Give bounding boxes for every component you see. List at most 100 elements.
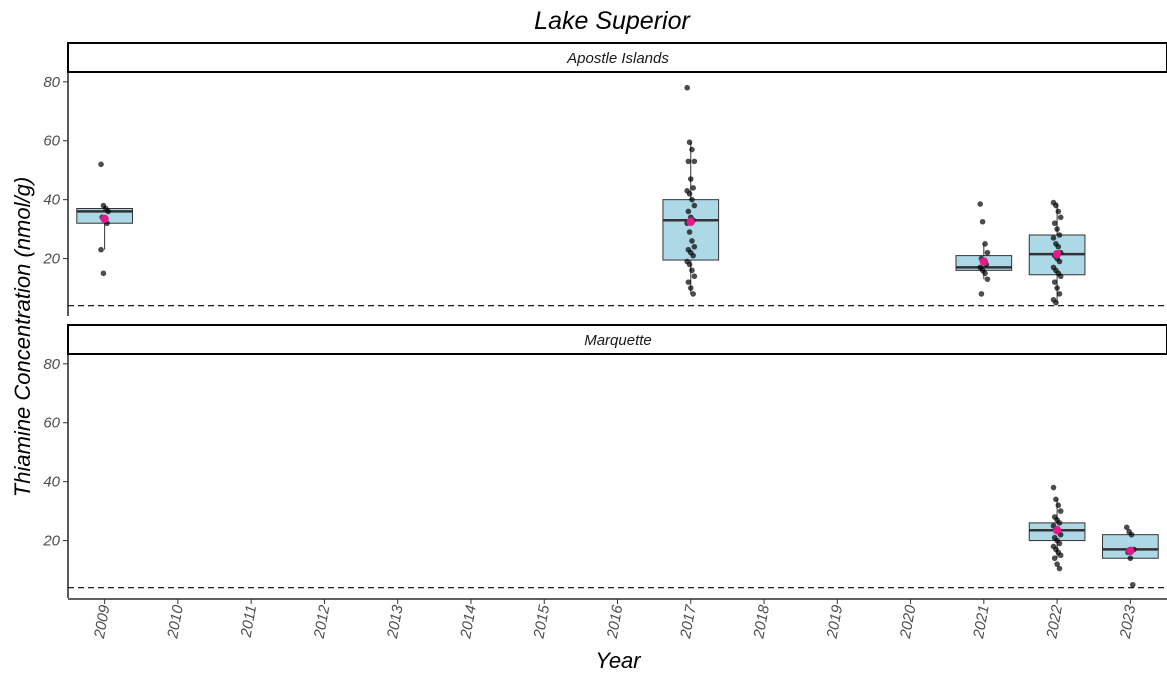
chart-title: Lake Superior	[534, 7, 691, 35]
data-point	[1129, 581, 1136, 588]
data-point	[1054, 226, 1060, 232]
data-point	[689, 267, 695, 274]
data-point	[1056, 520, 1063, 526]
data-point	[691, 243, 698, 250]
mean-point	[1126, 546, 1135, 556]
data-point	[687, 285, 694, 291]
facet-plot-area: 20 40 60 80	[42, 73, 1167, 316]
x-tick-label: 2012	[311, 603, 334, 640]
x-tick-label: 2011	[238, 604, 261, 640]
x-tick-label: 2022	[1043, 603, 1066, 640]
mean-point	[1052, 526, 1062, 535]
data-point	[1056, 258, 1063, 265]
facet-panel-marquette: Marquette 20 40 60 80	[42, 324, 1167, 598]
data-point	[978, 291, 985, 297]
data-point	[1057, 552, 1064, 559]
facet-strip	[67, 42, 1167, 73]
mean-point	[1052, 249, 1062, 259]
data-point	[1051, 220, 1058, 227]
data-point	[690, 291, 696, 297]
data-point	[1051, 279, 1058, 285]
data-point	[684, 84, 690, 91]
mean-point	[979, 257, 989, 266]
data-point	[1057, 214, 1064, 221]
data-point	[1050, 235, 1057, 241]
data-point	[984, 249, 991, 256]
data-point	[1050, 484, 1057, 491]
data-point	[686, 190, 693, 197]
data-point	[984, 276, 991, 282]
x-axis-title: Year	[595, 648, 642, 673]
box-group-2021	[955, 201, 1013, 297]
data-point	[98, 246, 104, 253]
data-point	[685, 208, 692, 215]
data-point	[1123, 524, 1130, 531]
data-point	[1057, 508, 1064, 514]
data-point	[690, 185, 696, 191]
data-point	[1055, 208, 1062, 215]
data-point	[1054, 561, 1060, 567]
box-group-2022	[1028, 199, 1086, 306]
data-point	[1056, 565, 1063, 572]
facet-panel-apostle-islands: Apostle Islands 20 40 60 80	[42, 42, 1167, 316]
y-tick-label: 40	[43, 192, 60, 209]
y-tick-label: 80	[43, 74, 60, 91]
data-point	[690, 252, 696, 259]
data-point	[105, 208, 112, 215]
x-tick-label: 2019	[824, 603, 847, 640]
x-tick-label: 2017	[677, 603, 700, 640]
y-tick-label: 40	[43, 474, 60, 491]
data-point	[691, 158, 698, 165]
x-tick-label: 2009	[91, 603, 114, 640]
data-point	[982, 241, 988, 247]
data-point	[100, 270, 107, 277]
data-point	[1055, 243, 1062, 250]
data-point	[689, 196, 695, 203]
data-point	[1056, 291, 1063, 297]
x-tick-label: 2021	[970, 604, 993, 641]
data-point	[689, 146, 695, 153]
data-point	[686, 229, 693, 235]
data-point	[1051, 555, 1058, 562]
y-tick-label: 60	[43, 415, 60, 432]
data-point	[1053, 299, 1059, 306]
data-point	[1053, 202, 1059, 209]
data-point	[685, 158, 692, 165]
x-tick-label: 2020	[897, 603, 920, 640]
facet-plot-area: 20 40 60 80	[42, 355, 1167, 598]
x-tick-label: 2014	[457, 604, 480, 641]
data-point	[1127, 555, 1134, 562]
data-point	[687, 176, 694, 182]
data-point	[691, 273, 698, 280]
y-tick-label: 20	[42, 533, 60, 550]
facet-strip-label: Apostle Islands	[566, 50, 669, 67]
data-point	[686, 139, 693, 146]
data-point	[1053, 496, 1059, 503]
facet-strip-label: Marquette	[584, 332, 652, 349]
data-point	[982, 270, 988, 277]
x-tick-label: 2015	[530, 603, 553, 640]
y-tick-label: 80	[43, 356, 60, 373]
x-axis: 2009 2010 2011 2012 2013 2014 2015 2016 2017 2018…	[68, 598, 1167, 641]
data-point	[1056, 232, 1063, 238]
data-point	[686, 261, 693, 268]
box-group-2009	[76, 161, 133, 277]
data-point	[1128, 531, 1135, 538]
data-point	[977, 201, 984, 207]
data-point	[1057, 273, 1064, 280]
mean-point	[686, 217, 695, 226]
data-point	[1054, 285, 1060, 291]
box-group-2017	[662, 84, 720, 297]
x-tick-label: 2010	[164, 603, 187, 640]
box-group-2023	[1102, 524, 1159, 588]
y-tick-label: 20	[42, 251, 60, 268]
data-point	[979, 218, 986, 225]
data-point	[1055, 502, 1062, 509]
data-point	[685, 279, 692, 285]
x-tick-label: 2013	[384, 603, 407, 640]
data-point	[98, 161, 104, 168]
x-tick-label: 2018	[750, 603, 773, 640]
x-tick-label: 2016	[604, 603, 627, 640]
data-point	[691, 202, 698, 209]
y-tick-label: 60	[43, 133, 60, 150]
